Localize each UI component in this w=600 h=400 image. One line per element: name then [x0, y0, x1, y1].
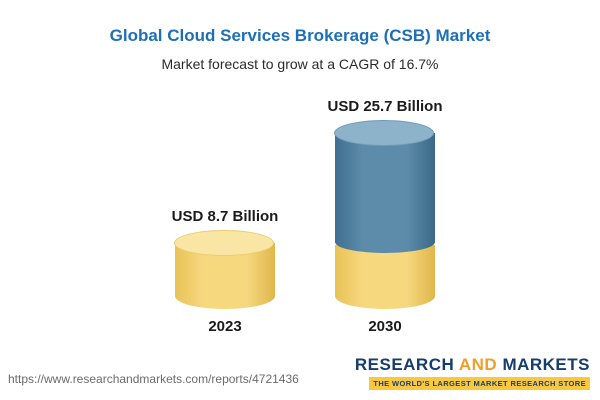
logo-wordmark: RESEARCH AND MARKETS: [354, 355, 590, 375]
bar-2030-top-face: [334, 120, 434, 146]
value-label-2023: USD 8.7 Billion: [171, 208, 279, 225]
bar-2023-top-face: [174, 230, 274, 256]
logo-word-research: RESEARCH: [354, 355, 455, 375]
logo-word-markets: MARKETS: [502, 355, 590, 375]
bar-2030-base-segment: [335, 245, 435, 309]
logo-word-and: AND: [458, 355, 498, 375]
chart-subtitle: Market forecast to grow at a CAGR of 16.…: [161, 56, 439, 72]
chart-title: Global Cloud Services Brokerage (CSB) Ma…: [109, 26, 491, 45]
bar-2030-growth-segment: [335, 133, 435, 253]
value-label-2030: USD 25.7 Billion: [327, 98, 443, 115]
source-url: https://www.researchandmarkets.com/repor…: [8, 372, 299, 386]
axis-label-2023: 2023: [208, 318, 242, 335]
research-and-markets-logo: RESEARCH AND MARKETS THE WORLD'S LARGEST…: [354, 355, 590, 390]
logo-tagline: THE WORLD'S LARGEST MARKET RESEARCH STOR…: [369, 377, 590, 390]
axis-label-2030: 2030: [368, 318, 402, 335]
